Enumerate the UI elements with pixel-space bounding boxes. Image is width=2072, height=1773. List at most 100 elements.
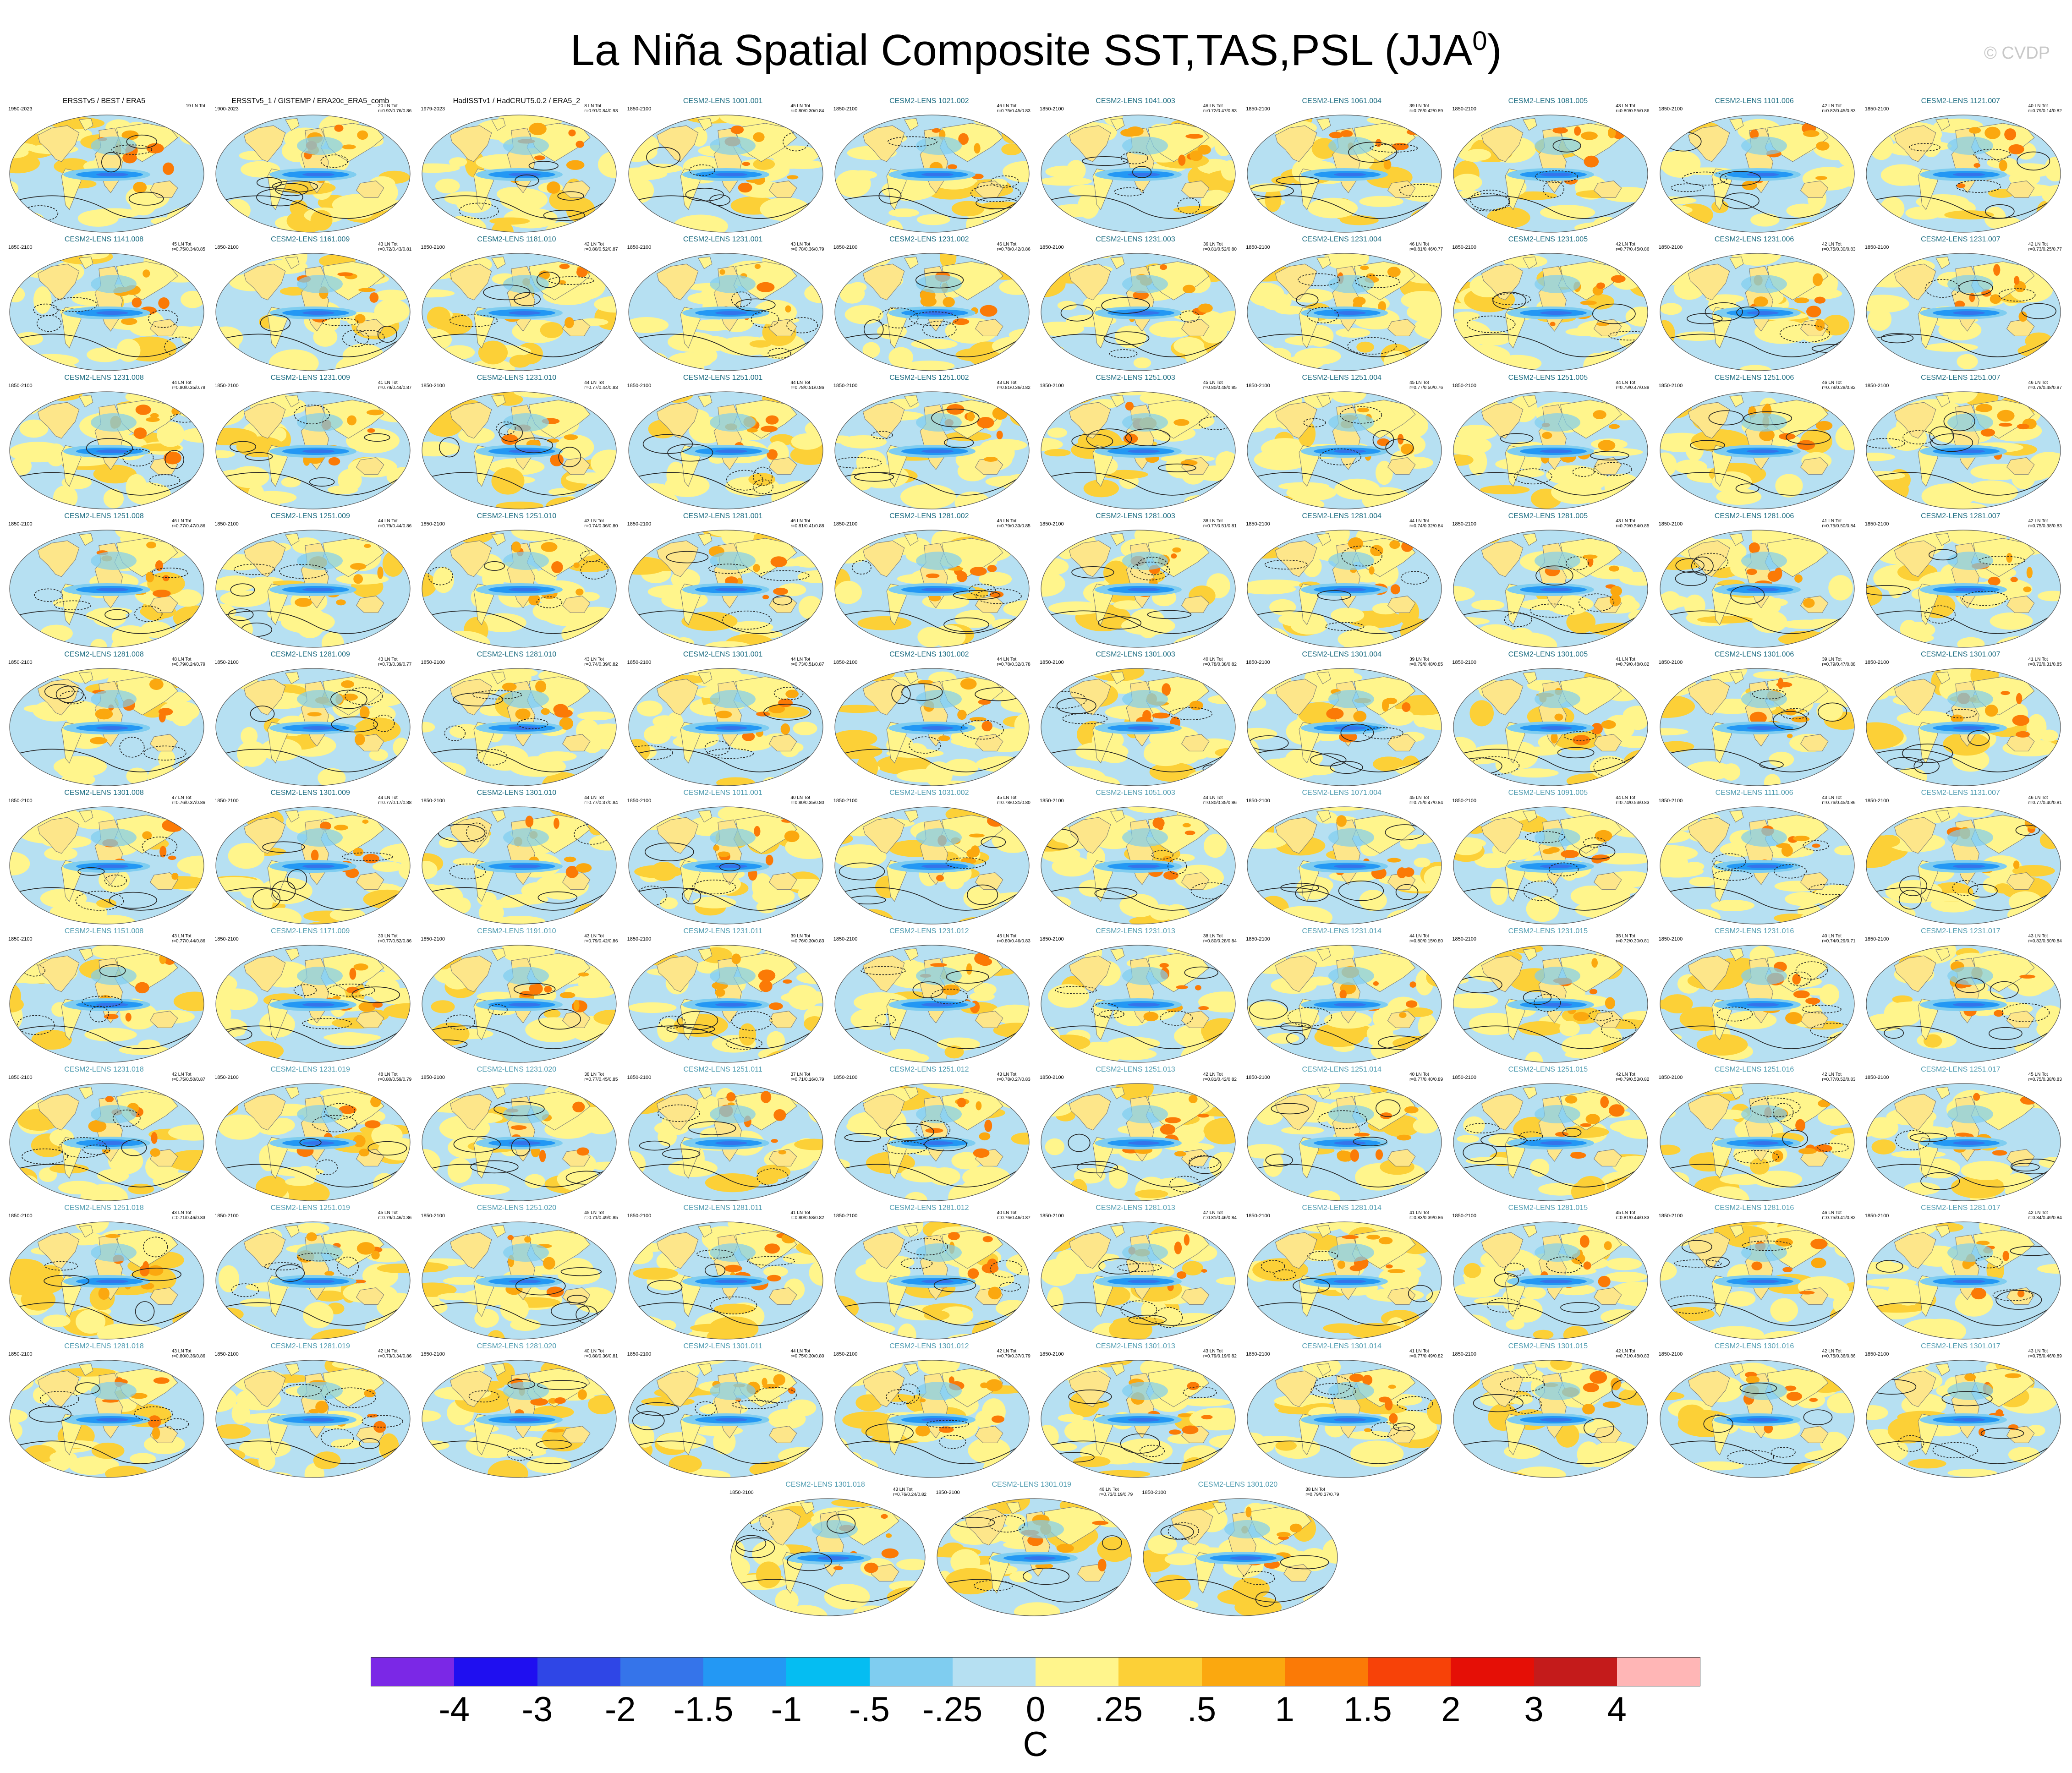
map-panel: CESM2-LENS 1281.008 1850-2100 48 LN Tot r=0… (1, 651, 207, 788)
composite-map (834, 530, 1030, 648)
panel-years: 1850-2100 (1658, 1352, 1683, 1357)
panel-pattern-correlation: r=0.81/0.44/0.83 (1616, 1215, 1650, 1220)
composite-map (1866, 253, 2061, 371)
composite-map (834, 1221, 1030, 1340)
panel-stats: 45 LN Tot r=0.71/0.49/0.85 (584, 1210, 618, 1220)
composite-map (9, 391, 204, 509)
composite-map (1453, 391, 1648, 509)
panel-stats: 45 LN Tot r=0.80/0.46/0.83 (997, 934, 1031, 944)
map-panel: CESM2-LENS 1231.014 1850-2100 44 LN Tot r=0… (1239, 927, 1445, 1065)
panel-pattern-correlation: r=0.79/0.48/0.82 (1616, 662, 1650, 667)
panel-years: 1850-2100 (421, 660, 445, 665)
composite-map (9, 1360, 204, 1478)
panel-years: 1850-2100 (627, 798, 652, 804)
panel-pattern-correlation: r=0.73/0.51/0.87 (790, 662, 824, 667)
panel-title: CESM2-LENS 1251.016 (1714, 1066, 1794, 1073)
panel-years: 1850-2100 (936, 1490, 960, 1495)
panel-stats: 46 LN Tot r=0.75/0.41/0.82 (1822, 1210, 1855, 1220)
panel-title: ERSSTv5 / BEST / ERA5 (62, 97, 146, 105)
panel-pattern-correlation: r=0.75/0.50/0.87 (171, 1077, 205, 1082)
composite-map (422, 1221, 617, 1340)
panel-event-count: 45 LN Tot (1409, 795, 1429, 800)
panel-pattern-correlation: r=0.77/0.51/0.81 (1203, 524, 1237, 529)
panel-event-count: 44 LN Tot (1616, 795, 1635, 800)
composite-map (215, 945, 411, 1063)
panel-pattern-correlation: r=0.92/0.76/0.86 (378, 109, 412, 114)
colorbar-swatch (952, 1658, 1036, 1686)
panel-years: 1850-2100 (214, 1075, 239, 1080)
panel-stats: 37 LN Tot r=0.71/0.16/0.79 (790, 1072, 824, 1082)
panel-event-count: 44 LN Tot (790, 657, 811, 662)
map-panel: CESM2-LENS 1301.001 1850-2100 44 LN Tot r=0… (620, 651, 826, 788)
panel-event-count: 20 LN Tot (378, 104, 398, 109)
panel-stats: 45 LN Tot r=0.80/0.48/0.85 (1203, 380, 1237, 390)
panel-stats: 45 LN Tot r=0.75/0.34/0.85 (172, 242, 205, 252)
composite-map (628, 945, 823, 1063)
panel-pattern-correlation: r=0.79/0.47/0.88 (1616, 385, 1650, 390)
panel-title: CESM2-LENS 1301.020 (1198, 1481, 1278, 1488)
panel-pattern-correlation: r=0.77/0.45/0.85 (584, 1077, 618, 1082)
colorbar-swatch (1617, 1658, 1700, 1686)
panel-event-count: 45 LN Tot (171, 242, 192, 247)
panel-event-count: 44 LN Tot (1409, 934, 1429, 939)
composite-map (834, 945, 1030, 1063)
panel-event-count: 45 LN Tot (997, 795, 1017, 800)
panel-years: 1850-2100 (833, 1213, 858, 1219)
composite-map (215, 530, 411, 648)
map-panel: CESM2-LENS 1231.018 1850-2100 42 LN Tot r=0… (1, 1066, 207, 1203)
panel-stats: 42 LN Tot r=0.77/0.45/0.86 (1616, 242, 1649, 252)
panel-years: 1850-2100 (1864, 660, 1889, 665)
panel-years: 1850-2100 (627, 660, 652, 665)
panel-years: 1850-2100 (1452, 245, 1476, 250)
panel-stats: 20 LN Tot r=0.92/0.76/0.86 (378, 104, 411, 114)
map-panel-grid: ERSSTv5 / BEST / ERA5 1950-2023 19 LN Tot E… (1, 97, 2064, 1616)
panel-stats: 45 LN Tot r=0.78/0.31/0.80 (997, 795, 1031, 805)
panel-title: CESM2-LENS 1051.003 (1096, 789, 1175, 797)
panel-event-count: 40 LN Tot (1409, 1072, 1429, 1077)
panel-event-count: 39 LN Tot (1409, 104, 1429, 109)
panel-years: 1850-2100 (729, 1490, 754, 1495)
panel-event-count: 41 LN Tot (790, 1210, 811, 1215)
panel-pattern-correlation: r=0.83/0.39/0.86 (1409, 1215, 1443, 1220)
colorbar-tick-label: -.25 (922, 1690, 983, 1729)
panel-event-count: 46 LN Tot (1409, 242, 1429, 247)
panel-pattern-correlation: r=0.81/0.36/0.82 (997, 385, 1031, 390)
panel-pattern-correlation: r=0.80/0.36/0.81 (584, 1354, 618, 1359)
map-panel: CESM2-LENS 1251.017 1850-2100 45 LN Tot r=0… (1858, 1066, 2064, 1203)
panel-stats: 48 LN Tot r=0.80/0.59/0.79 (378, 1072, 411, 1082)
map-panel: CESM2-LENS 1231.008 1850-2100 44 LN Tot r=0… (1, 374, 207, 511)
composite-map (1453, 1360, 1648, 1478)
panel-title: CESM2-LENS 1301.016 (1714, 1342, 1794, 1350)
panel-event-count: 42 LN Tot (2028, 1210, 2048, 1215)
panel-years: 1850-2100 (1040, 798, 1064, 804)
panel-pattern-correlation: r=0.81/0.52/0.80 (1203, 247, 1237, 252)
panel-stats: 40 LN Tot r=0.80/0.36/0.81 (584, 1349, 618, 1359)
map-panel: CESM2-LENS 1161.009 1850-2100 43 LN Tot r=0… (207, 235, 413, 373)
colorbar-swatch (1036, 1658, 1119, 1686)
panel-event-count: 38 LN Tot (1305, 1487, 1325, 1492)
panel-years: 1850-2100 (421, 1352, 445, 1357)
panel-title: CESM2-LENS 1181.010 (477, 235, 556, 243)
panel-event-count: 42 LN Tot (1822, 242, 1842, 247)
panel-years: 1850-2100 (214, 1352, 239, 1357)
colorbar-tick-label: .25 (1094, 1690, 1143, 1729)
panel-event-count: 41 LN Tot (1616, 657, 1635, 662)
panel-event-count: 40 LN Tot (790, 795, 811, 800)
panel-stats: 39 LN Tot r=0.76/0.30/0.83 (790, 934, 824, 944)
composite-map (1041, 391, 1236, 509)
panel-stats: 43 LN Tot r=0.75/0.46/0.89 (2028, 1349, 2062, 1359)
map-panel: CESM2-LENS 1281.002 1850-2100 45 LN Tot r=0… (826, 512, 1032, 650)
panel-stats: 42 LN Tot r=0.82/0.45/0.83 (1822, 104, 1855, 114)
map-panel: CESM2-LENS 1231.020 1850-2100 38 LN Tot r=0… (413, 1066, 619, 1203)
composite-map (1247, 391, 1442, 509)
panel-event-count: 41 LN Tot (378, 380, 398, 385)
panel-stats: 41 LN Tot r=0.77/0.49/0.82 (1409, 1349, 1443, 1359)
panel-title: CESM2-LENS 1281.008 (64, 651, 144, 658)
panel-stats: 42 LN Tot r=0.75/0.50/0.87 (172, 1072, 205, 1082)
panel-pattern-correlation: r=0.76/0.37/0.86 (171, 800, 205, 805)
panel-stats: 41 LN Tot r=0.83/0.39/0.86 (1409, 1210, 1443, 1220)
composite-map (1866, 115, 2061, 233)
panel-pattern-correlation: r=0.80/0.35/0.86 (1203, 800, 1237, 805)
map-panel: CESM2-LENS 1171.009 1850-2100 39 LN Tot r=0… (207, 927, 413, 1065)
composite-map (834, 391, 1030, 509)
